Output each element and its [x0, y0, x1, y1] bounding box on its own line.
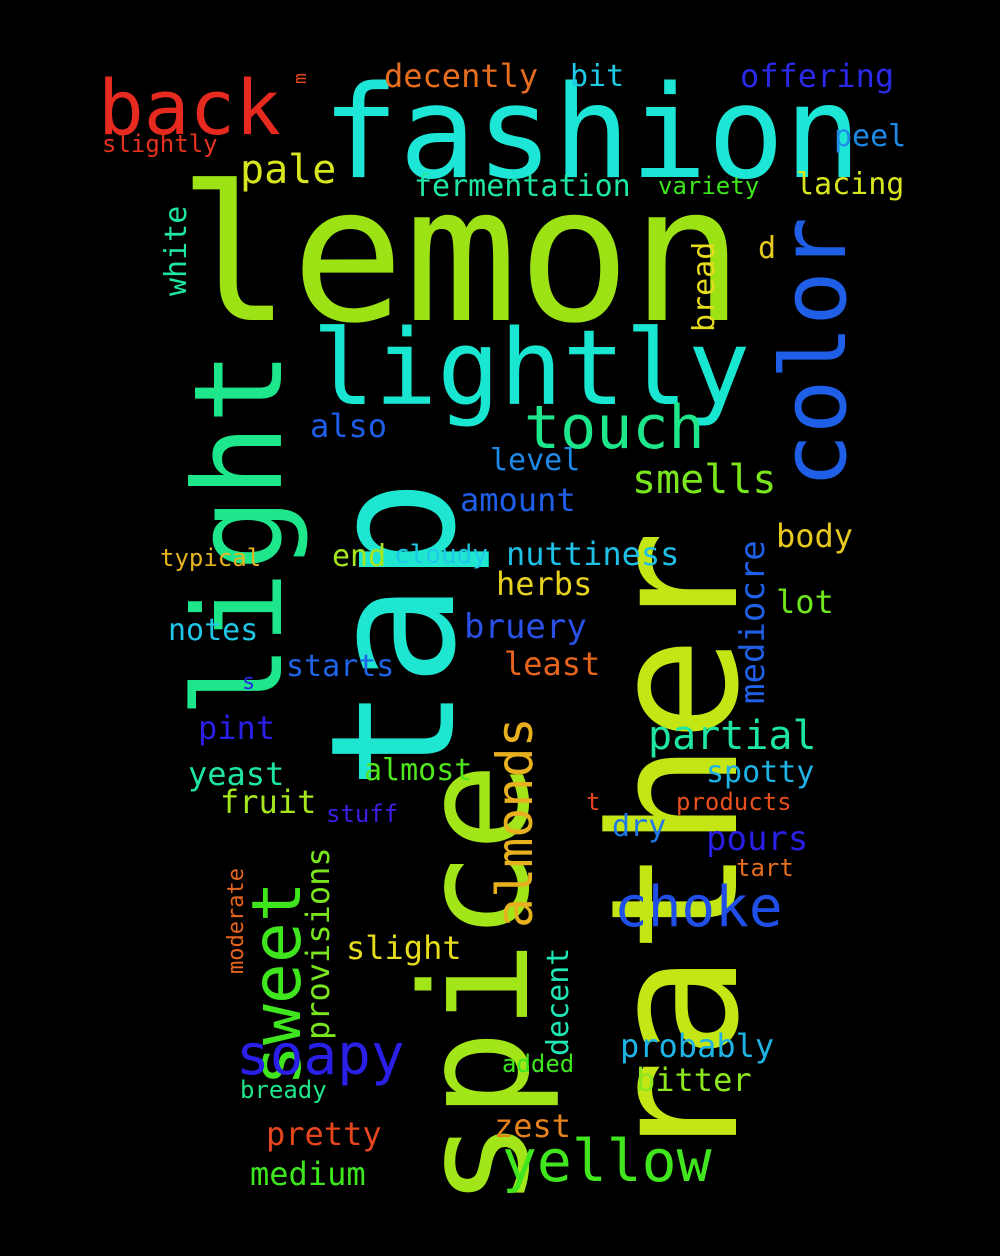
word-tap: tap	[293, 479, 494, 790]
word-variety: variety	[658, 172, 760, 200]
word-lemon: lemon	[178, 146, 744, 365]
word-fermentation: fermentation	[414, 169, 631, 204]
word-dry: dry	[612, 809, 667, 844]
word-moderate: moderate	[224, 868, 249, 974]
word-bitter: bitter	[636, 1061, 752, 1099]
word-choke: choke	[614, 875, 783, 940]
word-provisions: provisions	[299, 847, 337, 1040]
word-medium: medium	[250, 1155, 366, 1193]
word-decent: decent	[541, 947, 576, 1056]
word-light: light	[168, 350, 310, 718]
word-slight: slight	[346, 929, 462, 967]
word-d: d	[758, 231, 777, 266]
word-stuff: stuff	[326, 800, 399, 828]
word-body: body	[776, 517, 854, 555]
word-back: back	[98, 63, 282, 152]
word-pours: pours	[706, 819, 809, 859]
word-slightly: slightly	[102, 130, 218, 158]
word-level: level	[490, 443, 581, 478]
word-s: s	[242, 670, 256, 695]
word-peel: peel	[834, 119, 907, 154]
word-starts: starts	[286, 649, 395, 684]
word-bruery: bruery	[464, 607, 587, 647]
word-fashion: fashion	[322, 59, 862, 208]
word-least: least	[504, 645, 601, 683]
word-nuttiness: nuttiness	[506, 535, 680, 573]
word-zest: zest	[494, 1107, 572, 1145]
word-cloudy: cloudy	[394, 540, 488, 570]
word-touch: touch	[524, 393, 705, 463]
word-pint: pint	[198, 709, 276, 747]
word-lot: lot	[776, 583, 834, 621]
word-tart: tart	[736, 854, 794, 882]
word-offering: offering	[740, 57, 895, 95]
word-soapy: soapy	[236, 1023, 405, 1088]
word-probably: probably	[620, 1027, 775, 1065]
word-color: color	[762, 217, 867, 488]
word-t: t	[586, 788, 601, 816]
word-also: also	[310, 407, 388, 445]
word-m: m	[290, 73, 311, 84]
word-pale: pale	[240, 147, 337, 193]
word-typical: typical	[160, 544, 262, 572]
word-lacing: lacing	[796, 167, 905, 202]
word-added: added	[502, 1050, 575, 1078]
word-amount: amount	[460, 481, 576, 519]
word-notes: notes	[168, 613, 259, 648]
word-bready: bready	[240, 1076, 327, 1104]
word-pretty: pretty	[266, 1115, 382, 1153]
word-bread: bread	[687, 241, 722, 332]
word-almonds: almonds	[486, 717, 544, 928]
word-spotty: spotty	[706, 755, 815, 790]
word-white: white	[159, 205, 194, 296]
word-herbs: herbs	[496, 565, 593, 603]
word-yellow: yellow	[502, 1127, 712, 1195]
word-bit: bit	[570, 59, 625, 94]
word-lightly: lightly	[312, 307, 751, 429]
word-fruit: fruit	[220, 783, 317, 821]
word-decently: decently	[384, 57, 539, 95]
word-smells: smells	[632, 457, 777, 503]
word-products: products	[676, 788, 792, 816]
word-yeast: yeast	[188, 755, 285, 793]
word-partial: partial	[648, 713, 817, 759]
word-mediocre: mediocre	[733, 540, 773, 704]
word-almost: almost	[364, 753, 473, 788]
word-end: end	[332, 539, 387, 574]
